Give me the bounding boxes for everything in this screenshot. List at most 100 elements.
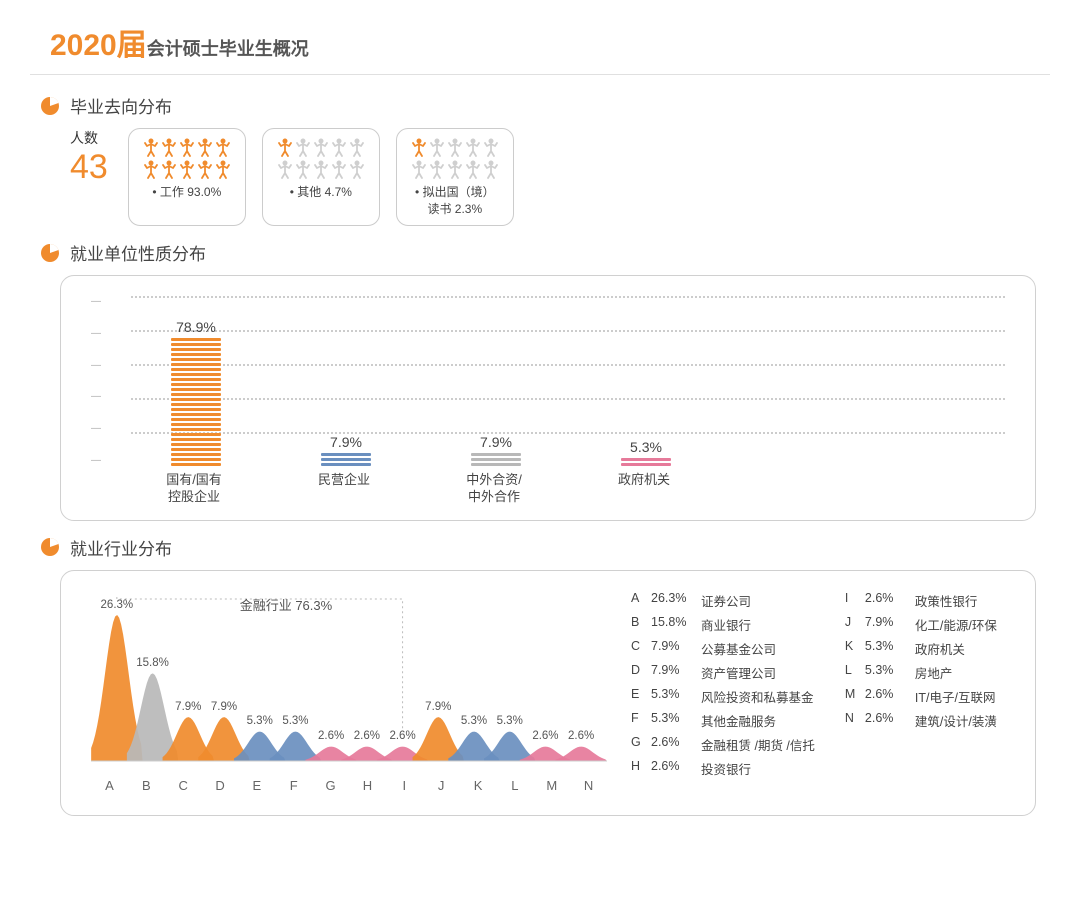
pictogram-box: • 其他 4.7% [262,128,380,226]
section1-title: 毕业去向分布 [70,93,172,118]
legend-letter: J [845,615,859,634]
person-icon [161,137,177,157]
legend-letter: D [631,663,645,682]
legend-letter: G [631,735,645,754]
legend-item: F 5.3% 其他金融服务 [631,711,815,730]
finance-summary-label: 金融行业 76.3% [240,595,332,614]
count-block: 人数 43 [70,128,108,187]
destination-row: 人数 43 • 工作 93.0% [70,128,1050,226]
bump-value-label: 2.6% [389,730,415,742]
person-icon [429,137,445,157]
legend-col-right: I 2.6% 政策性银行J 7.9% 化工/能源/环保K 5.3% 政府机关L … [845,591,997,801]
person-icon [465,137,481,157]
bump-x-letter: G [312,778,349,793]
legend-name: IT/电子/互联网 [915,687,996,706]
bump-value-label: 5.3% [461,715,487,727]
person-icon [277,159,293,179]
bar-x-label: 政府机关 [569,472,719,506]
legend-name: 风险投资和私募基金 [701,687,814,706]
bump-value-label: 7.9% [425,701,451,713]
bump-x-letter: J [423,778,460,793]
count-value: 43 [70,148,108,187]
legend-item: G 2.6% 金融租赁 /期货 /信托 [631,735,815,754]
person-icon [411,159,427,179]
section2-title: 就业单位性质分布 [70,240,206,265]
person-icon [429,159,445,179]
legend-letter: H [631,759,645,778]
legend-letter: M [845,687,859,706]
legend-pct: 15.8% [651,615,695,634]
bump-value-label: 2.6% [532,730,558,742]
legend-item: L 5.3% 房地产 [845,663,997,682]
person-icon [179,159,195,179]
legend-pct: 26.3% [651,591,695,610]
legend-pct: 5.3% [865,639,909,658]
bump-value-label: 15.8% [136,657,169,669]
bump-value-label: 5.3% [497,715,523,727]
legend-name: 房地产 [915,663,953,682]
person-icon [447,137,463,157]
legend-item: K 5.3% 政府机关 [845,639,997,658]
legend-letter: I [845,591,859,610]
legend-item: E 5.3% 风险投资和私募基金 [631,687,815,706]
legend-name: 化工/能源/环保 [915,615,997,634]
bump-x-letter: A [91,778,128,793]
bump-value-label: 26.3% [101,599,134,611]
legend-name: 其他金融服务 [701,711,776,730]
person-icon [277,137,293,157]
legend-pct: 2.6% [865,711,909,730]
person-icon [349,159,365,179]
person-icon [143,137,159,157]
bar-value-label: 7.9% [480,434,512,450]
legend-letter: L [845,663,859,682]
legend-letter: B [631,615,645,634]
person-icon [215,159,231,179]
pictogram-label: • 其他 4.7% [290,183,352,200]
section3-title: 就业行业分布 [70,535,172,560]
bump-x-letter: I [386,778,423,793]
legend-pct: 5.3% [651,687,695,706]
bar-x-label: 国有/国有 控股企业 [119,472,269,506]
person-icon [179,137,195,157]
section1-header: 毕业去向分布 [40,93,1050,118]
bump-chart-area: ABCDEFGHIJKLMN 26.3%15.8%7.9%7.9%5.3%5.3… [91,591,611,801]
bump-x-labels: ABCDEFGHIJKLMN [91,778,607,793]
person-icon [197,159,213,179]
person-icon [295,159,311,179]
legend-letter: A [631,591,645,610]
bump-value-label: 5.3% [282,715,308,727]
person-icon [349,137,365,157]
bump-x-letter: M [533,778,570,793]
legend-pct: 5.3% [651,711,695,730]
legend-name: 建筑/设计/装潢 [915,711,997,730]
bump-x-letter: K [460,778,497,793]
legend-pct: 7.9% [651,639,695,658]
person-icon [447,159,463,179]
bump-x-letter: H [349,778,386,793]
bump-x-letter: F [275,778,312,793]
legend-pct: 2.6% [651,759,695,778]
bump-value-label: 5.3% [247,715,273,727]
legend-item: H 2.6% 投资银行 [631,759,815,778]
person-icon [483,159,499,179]
person-icon [313,137,329,157]
legend-letter: F [631,711,645,730]
bar-x-label: 中外合资/ 中外合作 [419,472,569,506]
person-icon [331,137,347,157]
bar-labels-row: 国有/国有 控股企业民营企业中外合资/ 中外合作政府机关 [119,466,1005,506]
bump-x-letter: E [238,778,275,793]
pictogram-box: • 拟出国（境） 读书 2.3% [396,128,514,226]
section2-header: 就业单位性质分布 [40,240,1050,265]
bar-column: 7.9% [271,434,421,467]
person-icon [295,137,311,157]
section3-header: 就业行业分布 [40,535,1050,560]
page-title-row: 2020届 会计硕士毕业生概况 [50,20,1050,64]
industry-content: ABCDEFGHIJKLMN 26.3% 15.8% 7.9% 7.9% 5.3% 5.3… [91,591,1005,801]
bar-column: 5.3% [571,439,721,467]
divider [30,74,1050,75]
legend-pct: 2.6% [865,591,909,610]
person-icon [411,137,427,157]
legend-name: 证券公司 [701,591,751,610]
bump-x-letter: L [496,778,533,793]
person-icon [215,137,231,157]
